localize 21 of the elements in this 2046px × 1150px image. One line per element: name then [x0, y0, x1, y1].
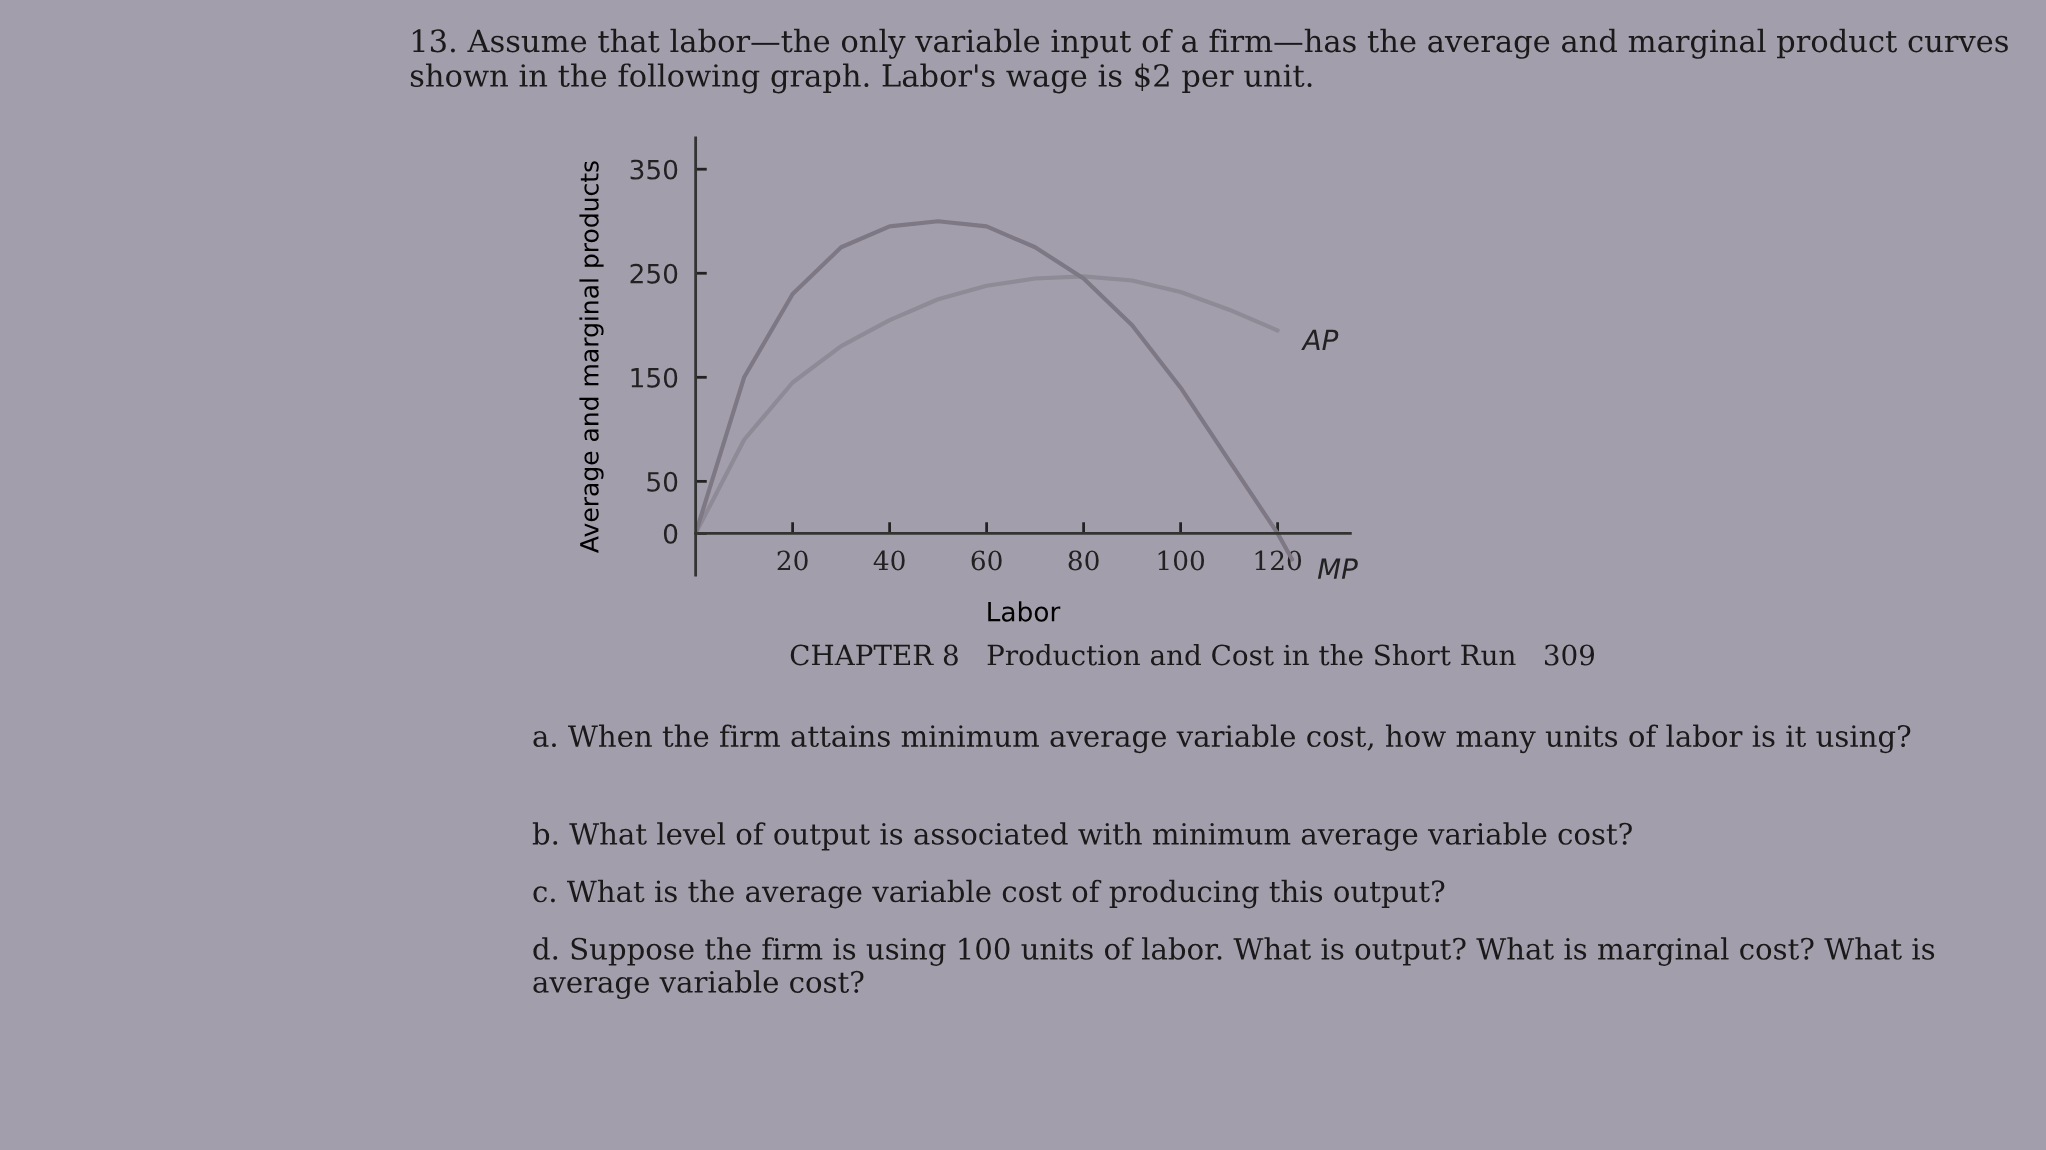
text: a. When the firm attains minimum average variable cost, how many units of labor is it using?	[533, 724, 1911, 754]
y-tick-label: 50	[647, 471, 678, 492]
y-tick-label: 350	[630, 159, 678, 180]
text: b. What level of output is associated with minimum average variable cost?	[532, 822, 1632, 851]
x-tick-label: 40	[873, 550, 905, 571]
text: CHAPTER 8 Production and Cost in the Short Run 309	[790, 644, 1595, 666]
x-tick-label: 60	[971, 550, 1002, 571]
x-tick-label: 100	[1158, 550, 1205, 571]
x-axis-title: Labor	[988, 601, 1061, 622]
chart-title: 13. Assume that labor—the only variable input of a firm—has the average and marginal product curves shown in the following graph. Labor's wage is $2 per unit.	[410, 28, 2008, 94]
y-tick-label: 0	[663, 523, 678, 544]
series-label: MP	[1317, 558, 1358, 579]
series-label: AP	[1301, 329, 1339, 350]
y-tick-label: 250	[630, 263, 678, 284]
text: d. Suppose the firm is using 100 units of labor. What is output? What is marginal cost? What is average variable cost?	[533, 937, 1935, 999]
x-tick-label: 80	[1068, 550, 1099, 571]
text: c. What is the average variable cost of producing this output?	[533, 879, 1445, 909]
x-tick-label: 120	[1255, 550, 1302, 571]
x-tick-label: 20	[777, 550, 808, 571]
y-tick-label: 150	[631, 367, 678, 388]
y-axis-title: Average and marginal products	[579, 161, 604, 553]
